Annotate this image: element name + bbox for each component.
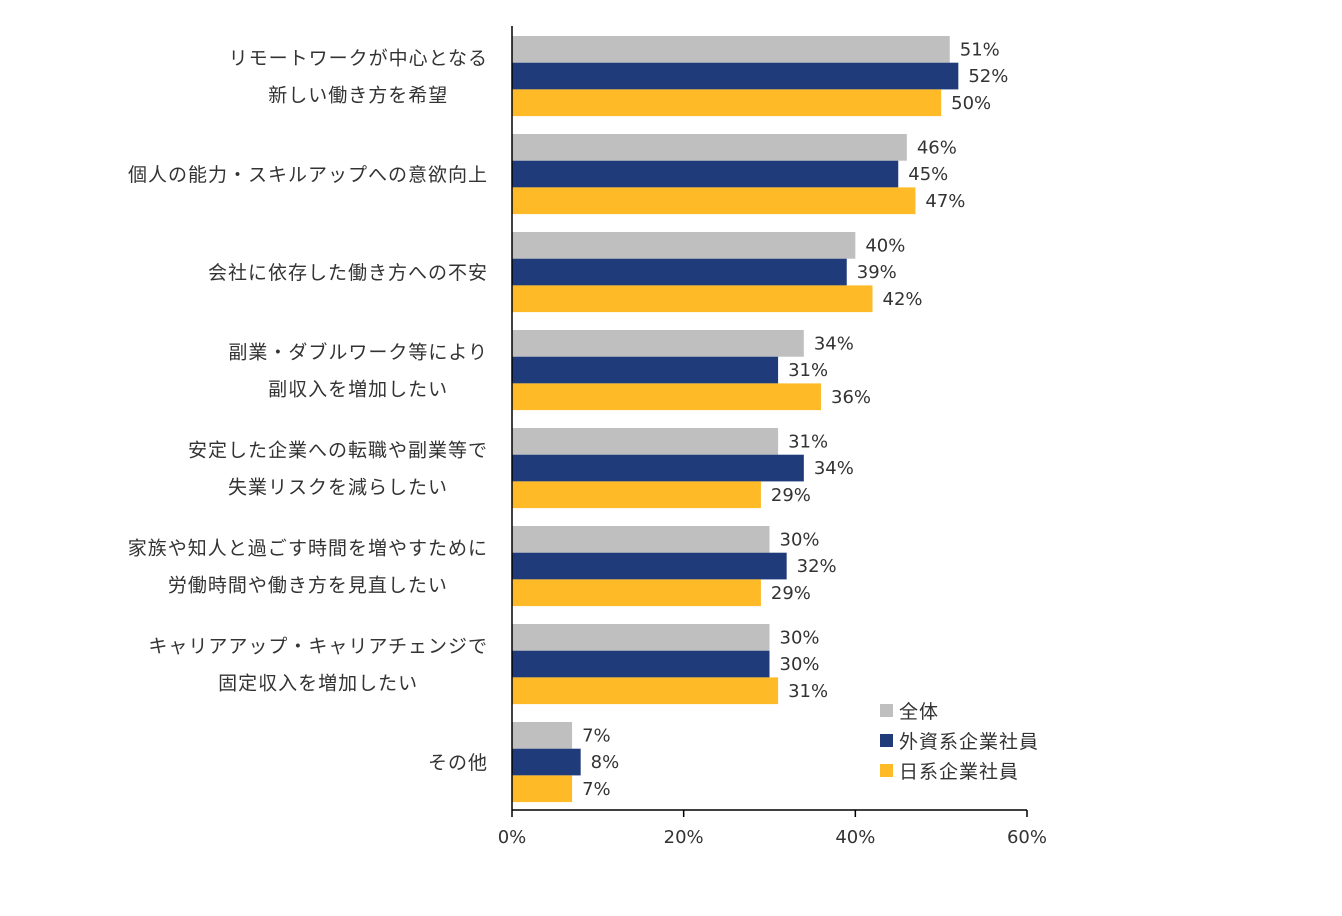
x-tick-label-2: 20% [664, 827, 704, 848]
value-label-6-series-1: 30% [780, 529, 820, 550]
bar-2-series-2 [512, 160, 899, 188]
category-label-7-line-2: 固定収入を増加したい [218, 673, 418, 695]
value-label-5-series-1: 31% [788, 431, 828, 452]
bar-8-series-3 [512, 775, 573, 803]
category-label-3-line-1: 会社に依存した働き方への不安 [208, 262, 488, 284]
category-label-5-line-1: 安定した企業への転職や副業等で [188, 440, 488, 462]
value-label-3-series-1: 40% [865, 235, 905, 256]
x-tick-label-4: 60% [1007, 827, 1047, 848]
value-label-7-series-1: 30% [780, 627, 820, 648]
category-label-4-line-2: 副収入を増加したい [268, 379, 448, 401]
bar-4-series-1 [512, 330, 804, 357]
bar-6-series-3 [512, 579, 761, 607]
bar-1-series-1 [512, 36, 950, 63]
category-label-6-line-2: 労働時間や働き方を見直したい [168, 575, 448, 597]
value-label-7-series-3: 31% [788, 681, 828, 702]
bar-8-series-1 [512, 722, 573, 749]
value-label-4-series-1: 34% [814, 333, 854, 354]
value-label-6-series-2: 32% [797, 556, 837, 577]
value-label-8-series-3: 7% [582, 779, 611, 800]
bar-5-series-1 [512, 428, 779, 455]
bar-3-series-2 [512, 258, 847, 286]
bar-1-series-2 [512, 62, 959, 90]
value-label-8-series-2: 8% [591, 752, 620, 773]
bar-7-series-3 [512, 677, 779, 705]
x-tick-label-3: 40% [835, 827, 875, 848]
value-label-6-series-3: 29% [771, 583, 811, 604]
bar-2-series-1 [512, 134, 907, 161]
category-label-1-line-1: リモートワークが中心となる [229, 48, 488, 70]
value-label-5-series-3: 29% [771, 485, 811, 506]
bar-3-series-3 [512, 285, 873, 313]
bar-6-series-1 [512, 526, 770, 553]
legend-swatch-2 [880, 734, 893, 747]
value-label-1-series-3: 50% [951, 93, 991, 114]
bar-8-series-2 [512, 748, 581, 776]
value-label-2-series-1: 46% [917, 137, 957, 158]
bar-7-series-1 [512, 624, 770, 651]
value-label-1-series-2: 52% [968, 66, 1008, 87]
legend-swatch-1 [880, 704, 893, 717]
category-label-8-line-1: その他 [428, 752, 488, 774]
category-label-7-line-1: キャリアアップ・キャリアチェンジで [148, 636, 488, 658]
legend-label-1: 全体 [899, 701, 939, 723]
bar-7-series-2 [512, 650, 770, 678]
legend-label-2: 外資系企業社員 [899, 731, 1039, 753]
value-label-7-series-2: 30% [780, 654, 820, 675]
bar-2-series-3 [512, 187, 916, 215]
value-label-2-series-2: 45% [908, 164, 948, 185]
value-label-4-series-3: 36% [831, 387, 871, 408]
bar-4-series-2 [512, 356, 779, 384]
value-label-8-series-1: 7% [582, 725, 611, 746]
bar-5-series-2 [512, 454, 804, 482]
legend-swatch-3 [880, 764, 893, 777]
category-label-1-line-2: 新しい働き方を希望 [268, 85, 448, 107]
category-label-2-line-1: 個人の能力・スキルアップへの意欲向上 [128, 164, 488, 186]
bar-1-series-3 [512, 89, 942, 117]
bar-5-series-3 [512, 481, 761, 509]
value-label-3-series-2: 39% [857, 262, 897, 283]
category-label-5-line-2: 失業リスクを減らしたい [228, 477, 448, 499]
bars-layer [512, 36, 959, 803]
category-labels-layer: リモートワークが中心となる新しい働き方を希望個人の能力・スキルアップへの意欲向上… [128, 48, 488, 774]
bar-6-series-2 [512, 552, 787, 580]
legend-label-3: 日系企業社員 [899, 761, 1019, 783]
axes-layer: 0% 20% 40% 60% [498, 26, 1047, 848]
bar-3-series-1 [512, 232, 856, 259]
value-labels-layer: 51%52%50%46%45%47%40%39%42%34%31%36%31%3… [582, 39, 1008, 799]
category-label-6-line-1: 家族や知人と過ごす時間を増やすために [128, 538, 488, 560]
bar-4-series-3 [512, 383, 821, 411]
value-label-4-series-2: 31% [788, 360, 828, 381]
value-label-1-series-1: 51% [960, 39, 1000, 60]
x-tick-label-1: 0% [498, 827, 527, 848]
value-label-5-series-2: 34% [814, 458, 854, 479]
category-label-4-line-1: 副業・ダブルワーク等により [228, 341, 488, 364]
value-label-2-series-3: 47% [925, 191, 965, 212]
value-label-3-series-3: 42% [883, 289, 923, 310]
